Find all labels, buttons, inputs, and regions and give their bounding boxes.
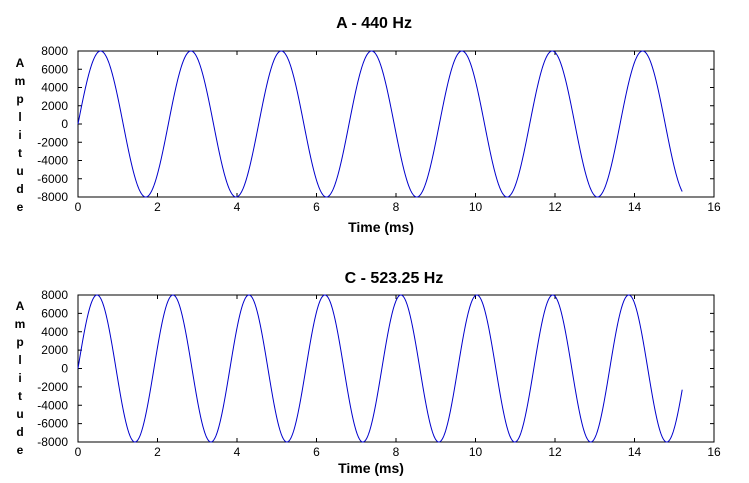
- x-tick-label: 6: [313, 200, 320, 214]
- x-tick-label: 16: [707, 200, 721, 214]
- chart-a-y-ticks: 8000 6000 4000 2000 0 -2000 -4000 -6000 -8000: [37, 44, 714, 204]
- x-tick-label: 14: [628, 445, 642, 459]
- x-tick-label: 16: [707, 445, 721, 459]
- y-tick-label: 8000: [41, 44, 68, 58]
- y-tick-label: 0: [61, 117, 68, 131]
- x-tick-label: 6: [313, 445, 320, 459]
- y-tick-label: -2000: [37, 380, 68, 394]
- ylabel-letter: m: [15, 317, 26, 331]
- chart-a-plot-frame: [77, 50, 715, 198]
- chart-a-series-line: [77, 50, 683, 198]
- chart-c-523: C - 523.25 Hz 8000 6000 4000 2000 0 -2000 -400…: [15, 270, 721, 476]
- y-tick-label: -8000: [37, 435, 68, 449]
- ylabel-letter: e: [17, 200, 24, 214]
- y-tick-label: -4000: [37, 398, 68, 412]
- x-tick-label: 8: [393, 200, 400, 214]
- ylabel-letter: u: [16, 164, 23, 178]
- y-tick-label: 4000: [41, 81, 68, 95]
- y-tick-label: 8000: [41, 288, 68, 302]
- y-tick-label: -8000: [37, 190, 68, 204]
- y-tick-label: -2000: [37, 135, 68, 149]
- x-tick-label: 0: [75, 445, 82, 459]
- y-tick-label: 4000: [41, 325, 68, 339]
- x-tick-label: 14: [628, 200, 642, 214]
- ylabel-letter: t: [18, 146, 22, 160]
- x-tick-label: 8: [393, 445, 400, 459]
- y-tick-label: -6000: [37, 172, 68, 186]
- ylabel-letter: t: [18, 389, 22, 403]
- x-tick-label: 12: [548, 445, 562, 459]
- x-tick-label: 2: [154, 200, 161, 214]
- ylabel-letter: u: [16, 407, 23, 421]
- x-tick-label: 10: [469, 445, 483, 459]
- chart-a-x-ticks: 0 2 4 6 8 10 12 14 16: [75, 51, 721, 214]
- chart-a-xlabel: Time (ms): [348, 219, 414, 235]
- y-tick-label: 2000: [41, 99, 68, 113]
- x-tick-label: 4: [234, 200, 241, 214]
- x-tick-label: 4: [234, 445, 241, 459]
- ylabel-letter: d: [16, 182, 23, 196]
- ylabel-letter: d: [16, 425, 23, 439]
- ylabel-letter: l: [18, 110, 21, 124]
- y-tick-label: 6000: [41, 306, 68, 320]
- chart-c-series-line: [77, 294, 683, 443]
- chart-c-title: C - 523.25 Hz: [345, 270, 444, 287]
- ylabel-letter: i: [18, 371, 21, 385]
- ylabel-letter: l: [18, 353, 21, 367]
- x-tick-label: 2: [154, 445, 161, 459]
- chart-c-plot-frame: [77, 294, 715, 443]
- chart-c-x-ticks: 0 2 4 6 8 10 12 14 16: [75, 295, 721, 459]
- ylabel-letter: i: [18, 128, 21, 142]
- y-tick-label: 0: [61, 362, 68, 376]
- ylabel-letter: p: [16, 335, 23, 349]
- x-tick-label: 0: [75, 200, 82, 214]
- ylabel-letter: A: [16, 56, 25, 70]
- ylabel-letter: p: [16, 92, 23, 106]
- chart-a-440: A - 440 Hz 8000 6000 4000 2000 0 -2000 -4000 -6…: [15, 15, 721, 235]
- chart-c-y-ticks: 8000 6000 4000 2000 0 -2000 -4000 -6000 -8000: [37, 288, 714, 449]
- ylabel-letter: e: [17, 443, 24, 457]
- ylabel-letter: A: [16, 299, 25, 313]
- chart-a-title: A - 440 Hz: [336, 15, 412, 32]
- y-tick-label: -6000: [37, 417, 68, 431]
- x-tick-label: 12: [548, 200, 562, 214]
- chart-c-xlabel: Time (ms): [338, 460, 404, 476]
- y-tick-label: 2000: [41, 343, 68, 357]
- ylabel-letter: m: [15, 74, 26, 88]
- y-tick-label: 6000: [41, 62, 68, 76]
- x-tick-label: 10: [469, 200, 483, 214]
- y-tick-label: -4000: [37, 154, 68, 168]
